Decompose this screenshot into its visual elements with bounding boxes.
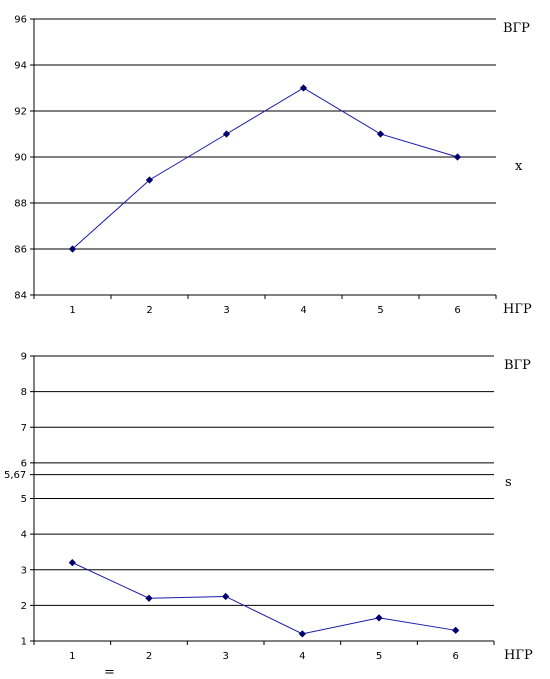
chart-x: 84 86 88 90 92 94 96 1 2 3 4 5 6 ВГР x НГР: [14, 15, 532, 318]
y-tick-label: 7: [21, 423, 27, 434]
y-tick-label: 84: [14, 291, 27, 302]
x-tick-label: 1: [69, 305, 75, 316]
x-tick-label: 2: [146, 651, 152, 662]
data-point: [375, 614, 383, 622]
data-point: [376, 130, 385, 138]
data-point: [298, 630, 306, 638]
y-tick-label: 86: [14, 245, 27, 256]
y-tick-label: 3: [21, 565, 27, 576]
data-point: [452, 626, 460, 634]
series-line: [72, 562, 456, 635]
label-mid-right: s: [505, 475, 512, 490]
y-tick-label: 5: [21, 494, 27, 505]
y-tick-label: 92: [14, 107, 27, 118]
x-tick-label: 6: [452, 651, 458, 662]
y-tick-label: 96: [14, 15, 27, 26]
data-point: [68, 559, 76, 567]
data-point: [145, 176, 154, 184]
x-tick-label: 1: [69, 651, 75, 662]
y-tick-label: 94: [14, 61, 27, 72]
y-tick-label: 90: [14, 153, 27, 164]
label-top-right: ВГР: [503, 21, 530, 36]
x-tick-label: 3: [222, 651, 228, 662]
data-point: [68, 245, 77, 253]
y-tick-label: 6: [21, 458, 27, 469]
x-tick-label: 5: [377, 305, 383, 316]
reference-line-label: 5,67: [4, 470, 26, 481]
chart-s: 1 2 3 4 5 6 7 8 9 5,67 1 2 3 4 5 6 ВГР s НГР: [4, 352, 533, 664]
x-tick-label: 2: [146, 305, 152, 316]
data-point: [222, 592, 230, 601]
label-bottom-right: НГР: [503, 302, 532, 317]
y-tick-label: 8: [21, 387, 27, 398]
data-point: [299, 84, 308, 92]
y-tick-label: 2: [21, 601, 27, 612]
y-tick-label: 88: [14, 199, 27, 210]
x-tick-label: 5: [376, 651, 382, 662]
data-point: [222, 130, 231, 138]
label-top-right: ВГР: [504, 358, 531, 373]
series-line: [72, 87, 458, 250]
label-mid-right: x: [515, 159, 523, 174]
data-point: [145, 594, 153, 602]
y-tick-label: 1: [21, 637, 27, 648]
x-tick-label: 6: [454, 305, 460, 316]
x-tick-label: 4: [300, 305, 306, 316]
y-tick-label: 9: [21, 352, 27, 363]
data-point: [453, 153, 462, 161]
label-bottom-right: НГР: [504, 648, 533, 663]
y-tick-label: 4: [21, 530, 27, 541]
footnote-mark: =: [104, 665, 115, 679]
x-tick-label: 3: [223, 305, 229, 316]
x-tick-label: 4: [299, 651, 305, 662]
